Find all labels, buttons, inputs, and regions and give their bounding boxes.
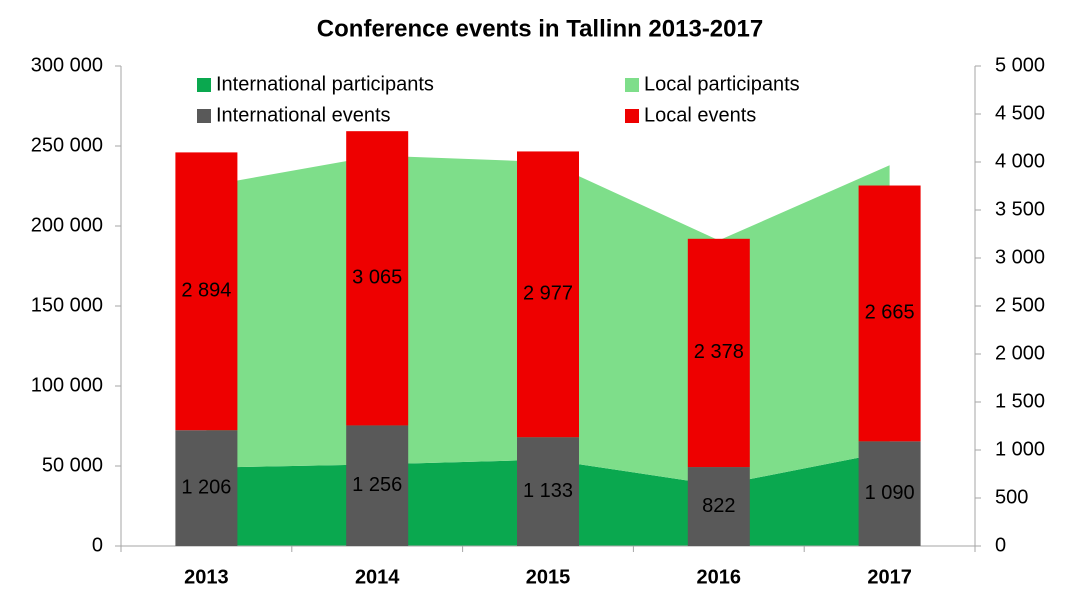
- y-tick-label: 100 000: [31, 374, 103, 396]
- y2-tick-label: 5 000: [995, 54, 1045, 76]
- y2-tick-label: 1 500: [995, 390, 1045, 412]
- y-tick-label: 300 000: [31, 54, 103, 76]
- y2-tick-label: 2 000: [995, 342, 1045, 364]
- bar: [517, 437, 579, 546]
- legend-swatch: [625, 78, 639, 92]
- y2-tick-label: 3 500: [995, 198, 1045, 220]
- y2-tick-label: 0: [995, 534, 1006, 556]
- x-tick-label: 2014: [355, 566, 400, 588]
- y-tick-label: 200 000: [31, 214, 103, 236]
- bar-label: 1 206: [181, 476, 231, 498]
- bar-label: 3 065: [352, 267, 402, 289]
- bar: [175, 430, 238, 546]
- legend-label: International events: [216, 104, 391, 126]
- legend-swatch: [197, 109, 211, 123]
- bar: [175, 152, 238, 431]
- bar-label: 2 378: [694, 341, 744, 363]
- x-tick-label: 2015: [526, 566, 571, 588]
- y2-tick-label: 2 500: [995, 294, 1045, 316]
- y-tick-label: 50 000: [42, 454, 103, 476]
- legend-label: Local participants: [644, 73, 800, 95]
- x-tick-label: 2016: [697, 566, 742, 588]
- legend-swatch: [625, 109, 639, 123]
- bar-label: 1 256: [352, 474, 402, 496]
- bar: [858, 441, 921, 546]
- y-tick-label: 150 000: [31, 294, 103, 316]
- bar: [346, 425, 409, 546]
- y-tick-label: 250 000: [31, 134, 103, 156]
- bar-label: 2 977: [523, 283, 573, 305]
- y2-tick-label: 500: [995, 486, 1028, 508]
- y2-tick-label: 4 000: [995, 150, 1045, 172]
- bar-label: 822: [702, 495, 735, 517]
- x-tick-label: 2017: [867, 566, 912, 588]
- bar: [687, 238, 750, 468]
- bar-label: 1 133: [523, 480, 573, 502]
- bar: [517, 151, 579, 438]
- y2-tick-label: 1 000: [995, 438, 1045, 460]
- y2-tick-label: 4 500: [995, 102, 1045, 124]
- bar-label: 1 090: [865, 482, 915, 504]
- bar: [687, 467, 750, 546]
- bar: [858, 185, 921, 442]
- legend-label: Local events: [644, 104, 756, 126]
- y-tick-label: 0: [92, 534, 103, 556]
- x-tick-label: 2013: [184, 566, 229, 588]
- bar-label: 2 894: [181, 280, 231, 302]
- chart-title: Conference events in Tallinn 2013-2017: [317, 15, 763, 42]
- bar: [346, 131, 409, 426]
- legend-label: International participants: [216, 73, 434, 95]
- y2-tick-label: 3 000: [995, 246, 1045, 268]
- legend-swatch: [197, 78, 211, 92]
- bar-label: 2 665: [865, 302, 915, 324]
